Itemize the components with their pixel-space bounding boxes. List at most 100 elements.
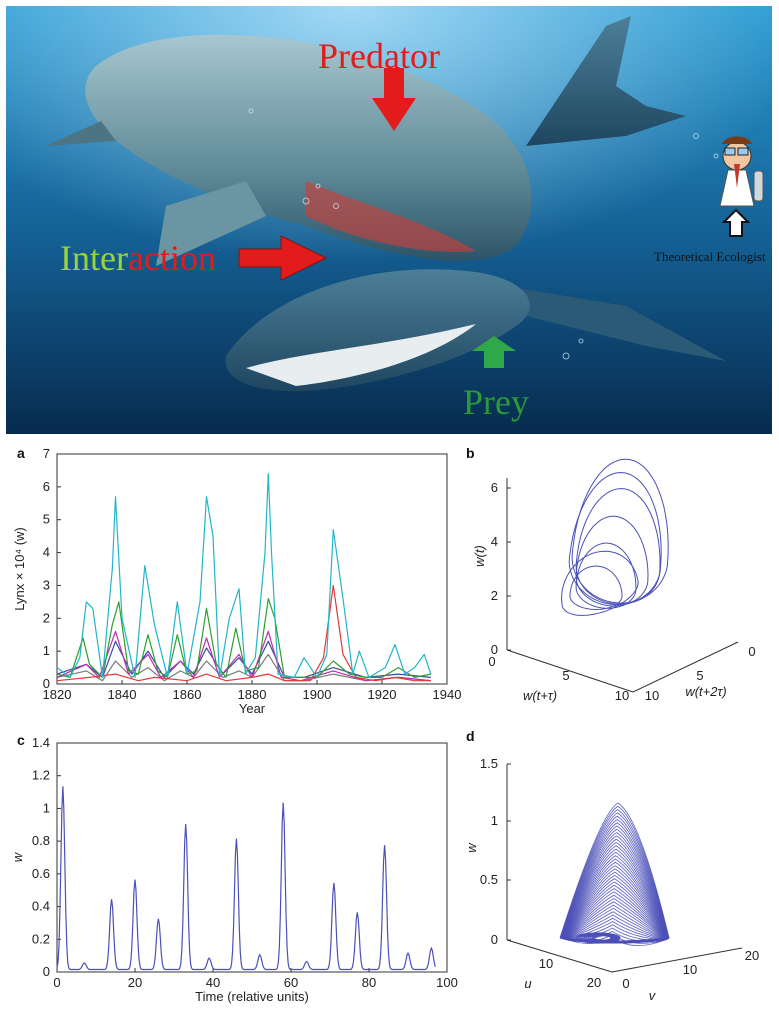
attractor-loop bbox=[568, 471, 662, 606]
y-tick-label: 1 bbox=[43, 643, 50, 658]
y-tick-label: 0.6 bbox=[32, 866, 50, 881]
x-tick-label: 0 bbox=[53, 975, 60, 990]
panel-c-chart: 0 20 40 60 80 100 0 0.2 0.4 0.6 0.8 1 1.2 1.4 Time (re… bbox=[10, 732, 458, 1004]
x-tick-label: 1840 bbox=[108, 687, 137, 702]
series-line bbox=[56, 653, 431, 682]
x-tick-label: 20 bbox=[587, 975, 601, 990]
y-tick-label: 0 bbox=[491, 642, 498, 657]
y-tick-label: 1 bbox=[491, 813, 498, 828]
z-tick-label: 10 bbox=[645, 688, 659, 703]
y-tick-label: 7 bbox=[43, 446, 50, 461]
x-tick-label: 1900 bbox=[303, 687, 332, 702]
x-axis-label: u bbox=[524, 976, 531, 991]
x-axis-line bbox=[506, 939, 613, 973]
series-line bbox=[56, 584, 431, 682]
series-line bbox=[56, 473, 432, 678]
y-tick-label: 0.2 bbox=[32, 931, 50, 946]
shark-pectoral-fin-icon bbox=[506, 286, 726, 361]
y-axis-label: w bbox=[464, 842, 479, 853]
z-tick-label: 20 bbox=[745, 948, 759, 963]
x-tick-label: 20 bbox=[128, 975, 142, 990]
attractor-loop bbox=[561, 550, 639, 616]
y-tick-label: 0 bbox=[43, 676, 50, 691]
z-tick-label: 0 bbox=[748, 644, 755, 659]
y-tick-label: 0.8 bbox=[32, 833, 50, 848]
shark-tail-icon bbox=[526, 16, 686, 146]
x-axis-label: Year bbox=[239, 701, 266, 716]
ecologist-avatar-icon bbox=[719, 136, 764, 207]
figure-svg: 1820 1840 1860 1880 1900 1920 1940 0 1 2 3 4 5 6 7 Year… bbox=[10, 445, 759, 1004]
series-line bbox=[56, 598, 431, 678]
figure-panels: 1820 1840 1860 1880 1900 1920 1940 0 1 2 3 4 5 6 7 Year… bbox=[0, 438, 779, 1024]
interaction-label-part1: Inter bbox=[60, 238, 128, 278]
y-tick-label: 6 bbox=[43, 479, 50, 494]
x-tick-label: 10 bbox=[615, 688, 629, 703]
x-tick-label: 60 bbox=[284, 975, 298, 990]
attractor-base-loop bbox=[593, 935, 612, 941]
z-tick-label: 5 bbox=[696, 668, 703, 683]
y-tick-label: 1 bbox=[43, 800, 50, 815]
y-tick-label: 0.4 bbox=[32, 899, 50, 914]
bite-wound-icon bbox=[306, 181, 476, 252]
interaction-label-part2: action bbox=[128, 238, 216, 278]
x-tick-label: 5 bbox=[562, 668, 569, 683]
predator-label: Predator bbox=[318, 36, 440, 76]
panel-letter-d: d bbox=[466, 728, 475, 744]
shark-jaw-icon bbox=[246, 324, 476, 386]
x-tick-label: 40 bbox=[206, 975, 220, 990]
panel-letter-b: b bbox=[466, 445, 475, 461]
panel-d-chart: d 0 0.5 1 1.5 10 20 0 10 20 w u v bbox=[464, 728, 759, 1003]
y-tick-label: 3 bbox=[43, 577, 50, 592]
series-line bbox=[56, 786, 436, 971]
theoretical-ecologist-label: Theoretical Ecologist bbox=[654, 249, 766, 264]
y-axis-line bbox=[611, 947, 743, 973]
panel-c-frame bbox=[56, 742, 448, 973]
bubbles-icon bbox=[248, 108, 719, 360]
y-axis-label: Lynx × 10⁴ (w) bbox=[12, 527, 27, 611]
panel-letter-a: a bbox=[17, 445, 25, 461]
x-axis-line bbox=[506, 649, 634, 693]
predator-arrow-icon bbox=[372, 68, 416, 131]
x-tick-label: 80 bbox=[362, 975, 376, 990]
panel-a-chart: 1820 1840 1860 1880 1900 1920 1940 0 1 2 3 4 5 6 7 Year… bbox=[12, 445, 461, 716]
z-tick-label: 10 bbox=[683, 962, 697, 977]
attractor-loop bbox=[571, 458, 669, 604]
panel-b-chart: b 0 2 4 6 0 5 10 10 5 0 w(t) w(t+τ) w(t+2τ) bbox=[466, 445, 756, 703]
prey-arrow-icon bbox=[472, 336, 516, 368]
attractor-loop bbox=[569, 565, 623, 611]
y-axis-line bbox=[632, 641, 739, 693]
y-axis-label: w bbox=[10, 851, 25, 862]
y-axis-label: w(t) bbox=[472, 545, 487, 567]
y-tick-label: 1.2 bbox=[32, 768, 50, 783]
whale-flipper-icon bbox=[156, 181, 266, 266]
y-tick-label: 1.4 bbox=[32, 735, 50, 750]
whale-fin-icon bbox=[46, 121, 116, 146]
ocean-scene bbox=[6, 6, 772, 434]
y-tick-label: 2 bbox=[43, 610, 50, 625]
x-tick-label: 0 bbox=[488, 654, 495, 669]
y-tick-label: 1.5 bbox=[480, 756, 498, 771]
z-axis-label: v bbox=[649, 988, 657, 1003]
attractor-loop bbox=[575, 542, 637, 609]
attractor-loop bbox=[575, 515, 649, 607]
z-axis-label: w(t+2τ) bbox=[685, 684, 726, 699]
x-tick-label: 100 bbox=[436, 975, 458, 990]
y-tick-label: 4 bbox=[43, 545, 50, 560]
y-tick-label: 2 bbox=[491, 588, 498, 603]
y-tick-label: 0.5 bbox=[480, 872, 498, 887]
x-tick-label: 1940 bbox=[433, 687, 462, 702]
y-tick-label: 6 bbox=[491, 480, 498, 495]
y-tick-label: 4 bbox=[491, 534, 498, 549]
y-tick-label: 5 bbox=[43, 512, 50, 527]
panel-letter-c: c bbox=[17, 732, 25, 748]
prey-label: Prey bbox=[463, 382, 529, 422]
attractor-loop bbox=[559, 802, 670, 942]
x-axis-label: w(t+τ) bbox=[523, 688, 557, 703]
y-tick-label: 0 bbox=[491, 932, 498, 947]
series-line bbox=[56, 630, 431, 682]
x-tick-label: 1820 bbox=[43, 687, 72, 702]
x-axis-label: Time (relative units) bbox=[195, 989, 309, 1004]
x-tick-label: 1860 bbox=[173, 687, 202, 702]
y-tick-label: 0 bbox=[43, 964, 50, 979]
z-tick-label: 0 bbox=[622, 976, 629, 991]
